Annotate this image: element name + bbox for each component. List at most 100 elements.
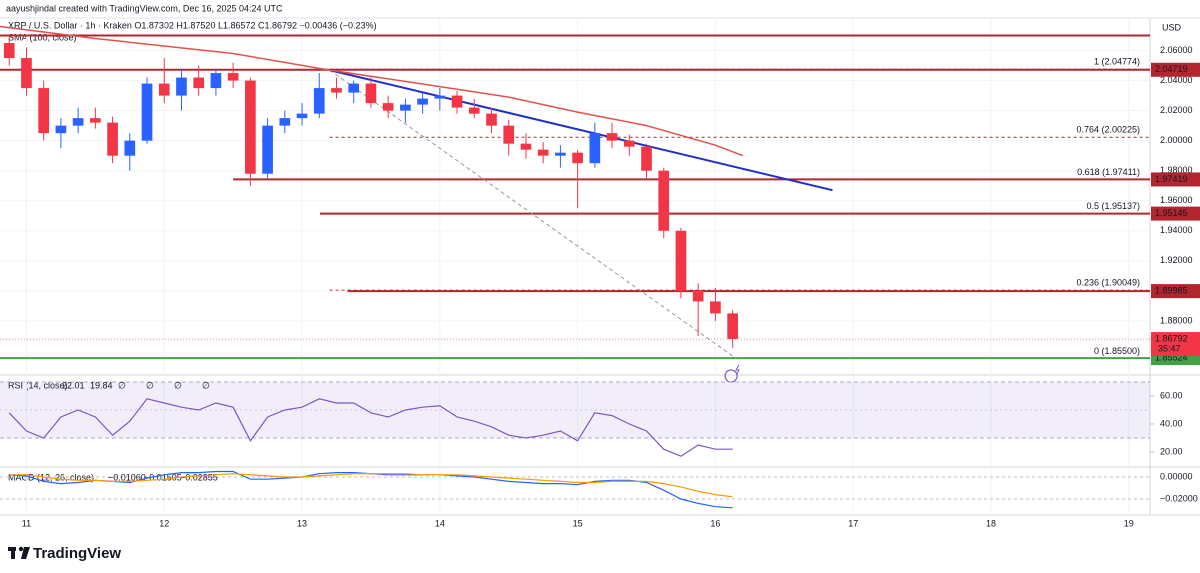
price-badge-label: 1.97419 [1155,174,1188,184]
candle-body [434,95,446,99]
y-tick-label: 1.92000 [1160,255,1193,265]
legend-value: ∅ [174,380,182,390]
x-tick-label: 11 [22,518,31,528]
legend-value: −0.01505 [144,472,182,482]
candle-body [38,88,50,134]
x-tick-label: 19 [1124,518,1134,528]
candle-body [658,170,670,231]
price-badge-label: 1.85524 [1155,352,1188,362]
candle-body [21,58,32,89]
legend-value: ∅ [146,380,154,390]
candle-body [90,118,101,123]
fib-label: 0 (1.85500) [1094,346,1140,356]
last-price-badge [1151,332,1200,357]
candle-body [537,149,549,156]
y-tick-label: 40.00 [1160,418,1183,428]
price-badge-label: 2.04719 [1155,64,1188,74]
candle-body [3,43,15,59]
candle-body [348,83,360,93]
candle-body [227,73,239,81]
axis-title: USD [1162,22,1182,32]
candle-body [176,77,187,96]
countdown: 35:47 [1158,343,1181,353]
y-tick-label: 1.96000 [1160,195,1193,205]
logo-shape [21,547,30,559]
y-tick-label: 2.06000 [1160,45,1193,55]
price-badge [1151,62,1200,77]
x-tick-label: 18 [986,518,996,528]
y-tick-label: 0.00000 [1160,471,1193,481]
y-tick-label: 60.00 [1160,390,1183,400]
candle-body [193,77,205,89]
candle-body [107,122,118,156]
candle-body [210,73,222,89]
y-tick-label: 2.04000 [1160,75,1193,85]
x-tick-label: 15 [573,518,583,528]
candle-body [468,107,480,114]
last-price-label: 1.86792 [1155,333,1188,343]
indicator-line [9,473,733,498]
candle-body [365,83,377,104]
logo-shape [18,546,24,552]
candle-body [262,125,273,174]
candle-body [124,140,136,156]
candle-body [141,83,153,141]
indicator-line [8,398,733,457]
x-tick-label: 13 [297,518,307,528]
candle-body [710,301,721,314]
y-tick-label: 20.00 [1160,446,1183,456]
candle-body [589,133,601,164]
candle-body [400,104,411,111]
candle-body [55,125,67,134]
price-badge [1151,206,1200,221]
diagonal [329,69,737,359]
fib-label: 1 (2.04774) [1094,56,1140,66]
legend-value: ∅ [118,380,126,390]
price-badge-label: 1.89985 [1155,285,1188,295]
legend: XRP / U.S. Dollar · 1h · Kraken O1.87302… [8,20,377,30]
candle-body [641,146,652,171]
sma-line [0,25,744,157]
candle-body [606,133,618,141]
y-tick-label: −0.02000 [1160,493,1198,503]
candle-body [692,290,704,302]
header-text: aayushjindal created with TradingView.co… [6,3,283,13]
candle-body [382,103,394,111]
x-tick-label: 17 [848,518,858,528]
price-axis-bg [1150,18,1200,538]
candle-body [520,143,532,150]
y-tick-label: 2.00000 [1160,135,1193,145]
candle-body [313,88,325,114]
logo-shape [11,547,15,559]
indicator-legend: SMA (100, close) [8,32,77,42]
fib-label: 0.764 (2.00225) [1076,125,1140,135]
y-tick-label: 1.98000 [1160,165,1193,175]
legend-value: 22.01 [62,380,85,390]
alert-icon [735,364,740,375]
candle-body [279,118,291,126]
candle-body [555,152,566,156]
price-badge [1151,284,1200,299]
candle-body [572,152,583,164]
trendline [329,69,833,192]
candle-body [158,83,170,96]
candle-body [623,140,635,147]
footer-logo: TradingView [8,545,121,562]
x-tick-label: 16 [710,518,720,528]
legend-value: −0.01060 [108,472,146,482]
price-badge [1151,172,1200,187]
candle-body [727,313,738,339]
candle-body [451,95,463,108]
candle-body [417,98,428,105]
candle-body [296,113,308,119]
footer-brand: TradingView [33,545,121,562]
candle-body [503,125,515,144]
x-tick-label: 12 [159,518,169,528]
candle-body [331,88,342,93]
legend-value: −0.02855 [180,472,218,482]
y-tick-label: 1.94000 [1160,225,1193,235]
x-tick-label: 14 [435,518,445,528]
fib-label: 0.236 (1.90049) [1076,278,1140,288]
